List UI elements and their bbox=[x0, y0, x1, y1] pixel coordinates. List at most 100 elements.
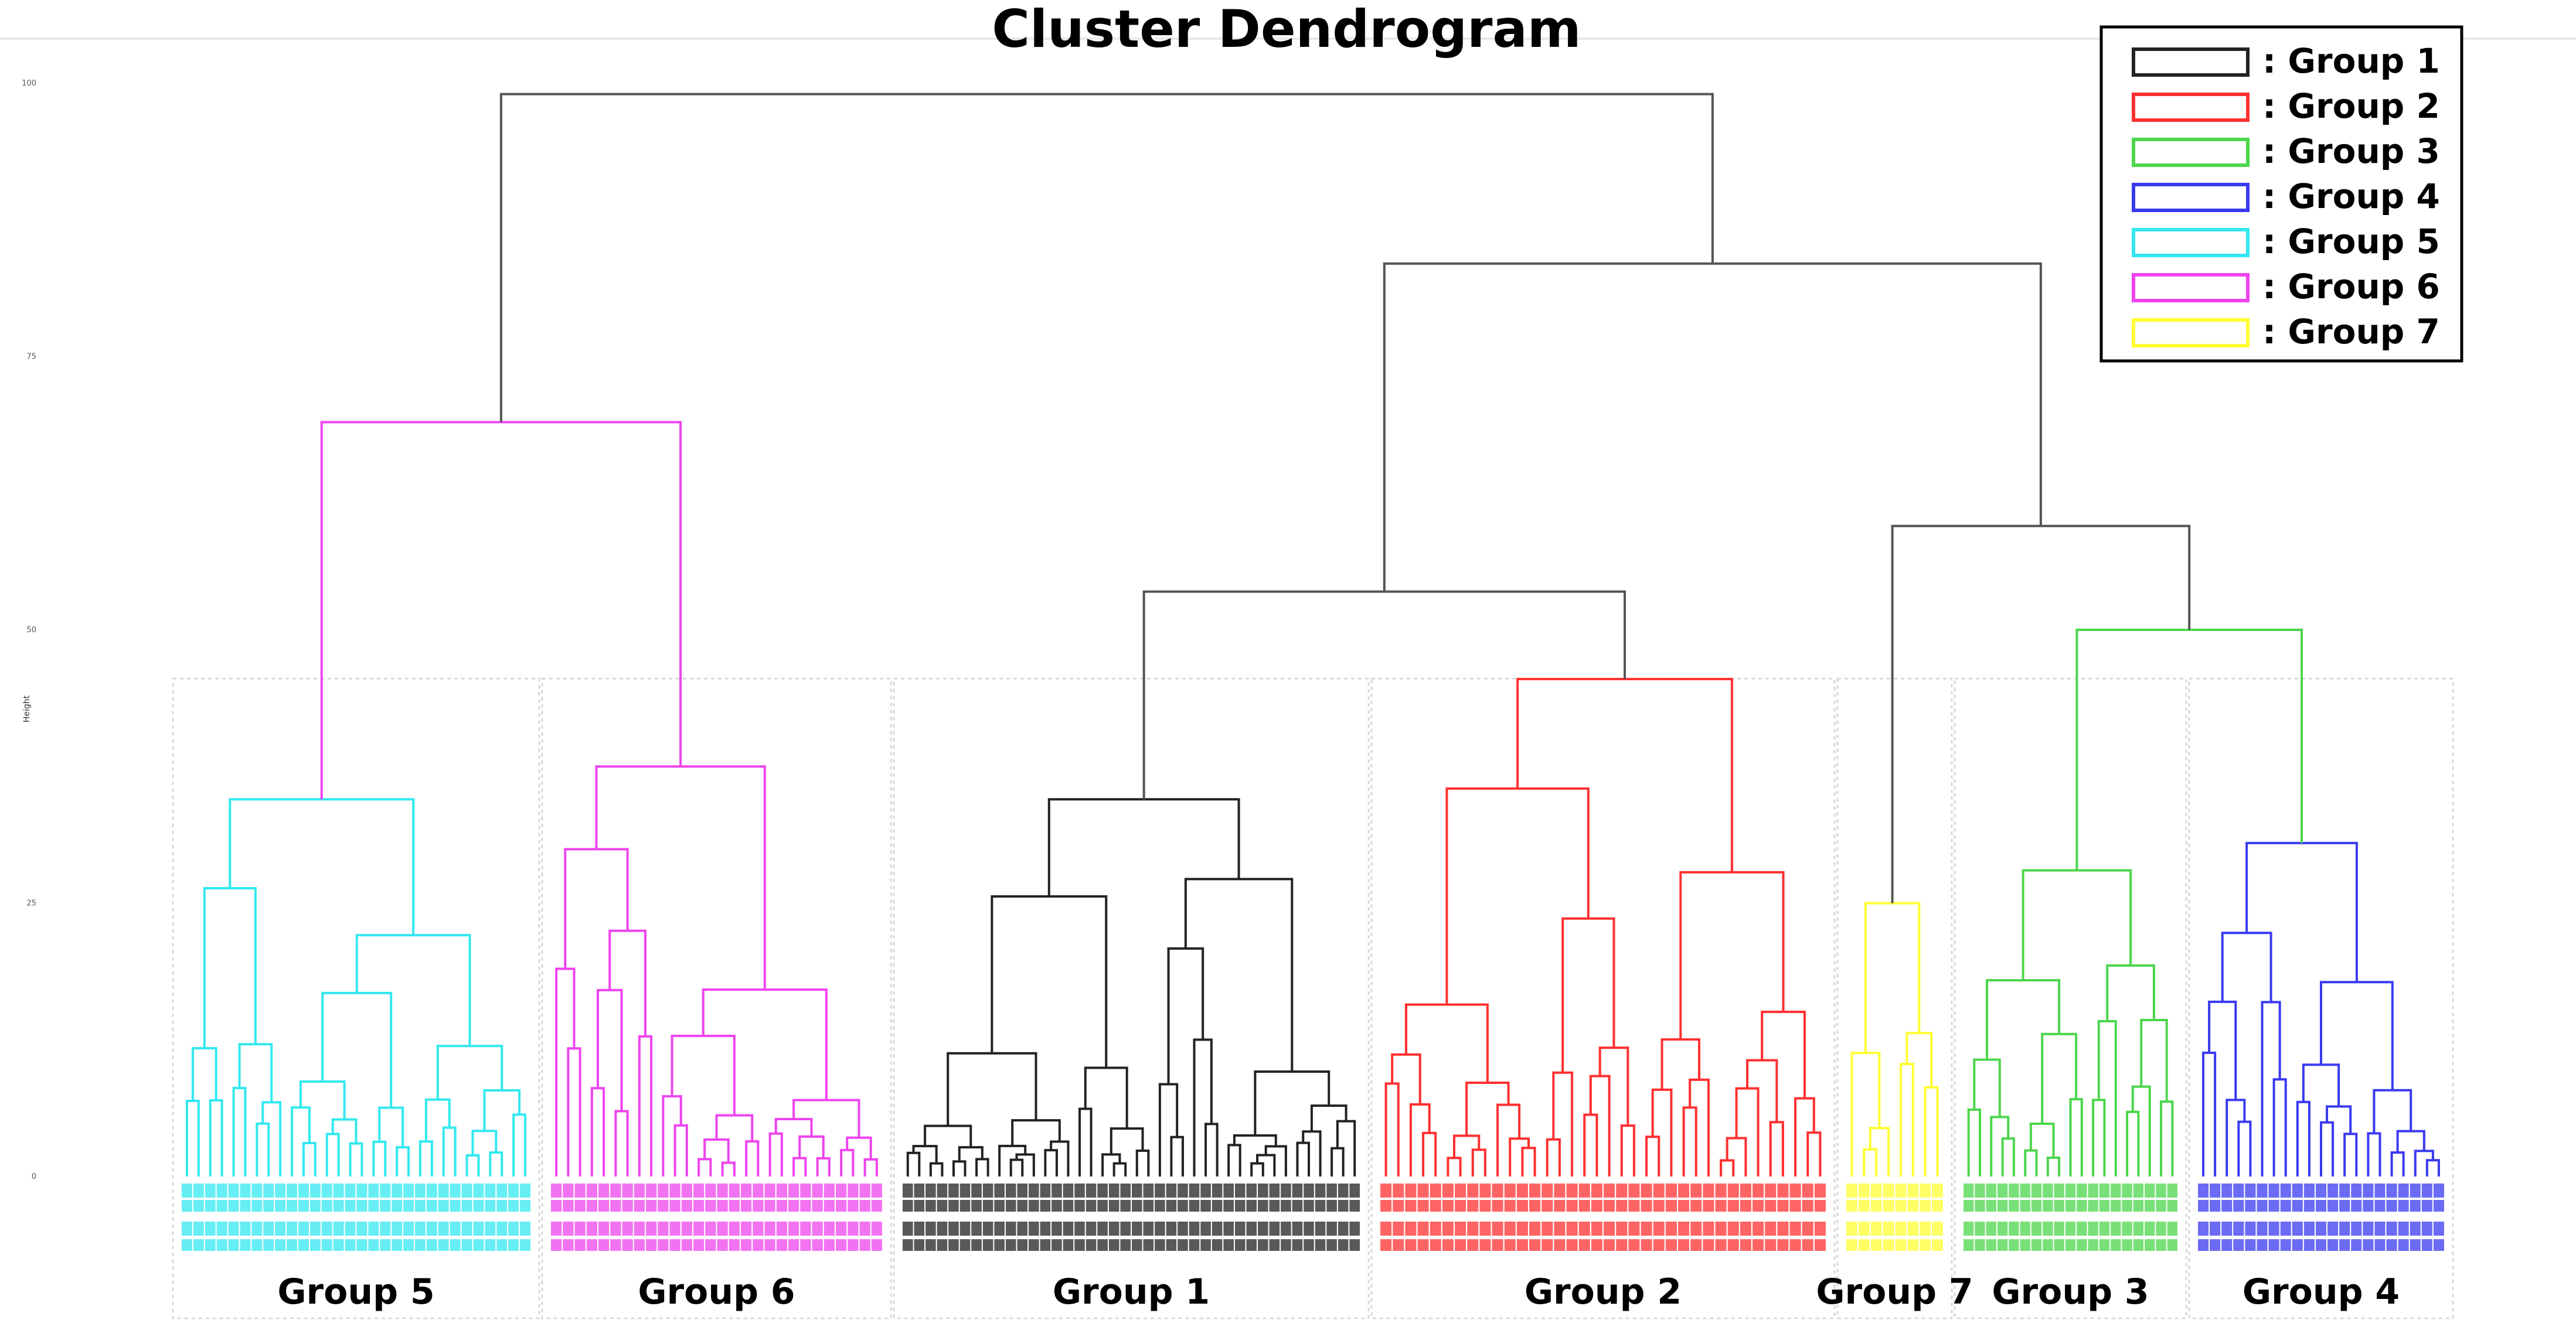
leaf-label-mark bbox=[2043, 1184, 2053, 1198]
leaf-label-mark bbox=[776, 1222, 787, 1236]
leaf-label-mark bbox=[2111, 1200, 2121, 1212]
dendrogram-link bbox=[1471, 1148, 1486, 1176]
leaf-label-mark bbox=[982, 1184, 993, 1198]
leaf-label-mark bbox=[450, 1200, 461, 1212]
leaf-label-mark bbox=[2122, 1239, 2132, 1251]
dendrogram-link bbox=[555, 967, 576, 1176]
leaf-label-mark bbox=[1189, 1239, 1200, 1251]
leaf-label-mark bbox=[1653, 1222, 1665, 1236]
leaf-label-mark bbox=[764, 1239, 775, 1251]
dendrogram-link bbox=[816, 1157, 831, 1176]
leaf-label-mark bbox=[228, 1239, 239, 1251]
leaf-label-mark bbox=[1097, 1200, 1108, 1212]
leaf-label-mark bbox=[216, 1200, 227, 1212]
leaf-label-mark bbox=[1258, 1239, 1268, 1251]
leaf-label-mark bbox=[959, 1184, 971, 1198]
leaf-label-mark bbox=[693, 1184, 705, 1198]
leaf-label-mark bbox=[1455, 1200, 1466, 1212]
leaf-label-mark bbox=[2280, 1239, 2291, 1251]
leaf-label-mark bbox=[1604, 1222, 1615, 1236]
leaf-label-mark bbox=[1430, 1239, 1441, 1251]
leaf-label-mark bbox=[321, 1222, 332, 1236]
dendrogram-link bbox=[1112, 1162, 1127, 1176]
leaf-label-mark bbox=[2198, 1184, 2209, 1198]
dendrogram-link bbox=[232, 1087, 247, 1176]
leaf-label-mark bbox=[496, 1239, 508, 1251]
leaf-label-mark bbox=[298, 1184, 309, 1198]
leaf-label-mark bbox=[275, 1222, 286, 1236]
leaf-label-mark bbox=[1789, 1200, 1801, 1212]
leaf-label-mark bbox=[392, 1200, 403, 1212]
leaf-label-mark bbox=[1802, 1222, 1813, 1236]
dendrogram-link bbox=[2414, 1150, 2434, 1176]
leaf-label-mark bbox=[859, 1239, 870, 1251]
leaf-label-mark bbox=[1986, 1239, 1996, 1251]
leaf-label-mark bbox=[1200, 1200, 1211, 1212]
dendrogram-link bbox=[512, 1113, 527, 1176]
leaf-label-mark bbox=[216, 1239, 227, 1251]
leaf-label-mark bbox=[473, 1222, 484, 1236]
leaf-label-mark bbox=[681, 1184, 692, 1198]
leaf-label-mark bbox=[1393, 1222, 1404, 1236]
leaf-label-mark bbox=[2009, 1239, 2019, 1251]
leaf-label-mark bbox=[1417, 1184, 1429, 1198]
leaf-label-mark bbox=[764, 1184, 775, 1198]
leaf-label-mark bbox=[1920, 1184, 1931, 1198]
leaf-label-mark bbox=[2065, 1222, 2076, 1236]
leaf-label-mark bbox=[309, 1222, 321, 1236]
leaf-label-mark bbox=[1591, 1200, 1602, 1212]
leaf-label-mark bbox=[2410, 1200, 2421, 1212]
dendrogram-link bbox=[1193, 1038, 1213, 1176]
dendrogram-link bbox=[1404, 1003, 1489, 1083]
leaf-label-mark bbox=[287, 1184, 298, 1198]
leaf-label-mark bbox=[1120, 1222, 1131, 1236]
leaf-label-mark bbox=[658, 1239, 669, 1251]
leaf-label-mark bbox=[2433, 1239, 2444, 1251]
leaf-label-mark bbox=[1108, 1239, 1119, 1251]
dendrogram-link bbox=[349, 1142, 363, 1176]
leaf-label-mark bbox=[1554, 1200, 1566, 1212]
leaf-label-mark bbox=[1479, 1184, 1491, 1198]
leaf-label-mark bbox=[1304, 1200, 1314, 1212]
leaf-label-mark bbox=[1212, 1200, 1223, 1212]
leaf-label-mark bbox=[2257, 1184, 2268, 1198]
leaf-label-mark bbox=[1393, 1184, 1404, 1198]
leaf-label-mark bbox=[1616, 1200, 1628, 1212]
dendrogram-merge-link bbox=[320, 421, 682, 800]
leaf-label-mark bbox=[1155, 1184, 1165, 1198]
dendrogram-link bbox=[191, 1047, 217, 1101]
leaf-label-mark bbox=[356, 1200, 367, 1212]
leaf-label-mark bbox=[2043, 1222, 2053, 1236]
leaf-label-mark bbox=[1131, 1200, 1142, 1212]
dendrogram-link bbox=[1447, 1157, 1462, 1176]
leaf-label-mark bbox=[2410, 1239, 2421, 1251]
dendrogram-link bbox=[2261, 1001, 2281, 1176]
leaf-label-mark bbox=[1029, 1200, 1039, 1212]
leaf-label-mark bbox=[823, 1239, 835, 1251]
leaf-label-mark bbox=[2315, 1184, 2327, 1198]
dendrogram-link bbox=[1905, 1032, 1933, 1087]
leaf-label-mark bbox=[1529, 1200, 1541, 1212]
leaf-label-mark bbox=[1516, 1222, 1528, 1236]
dendrogram-link bbox=[1050, 1140, 1070, 1176]
leaf-label-mark bbox=[2363, 1184, 2374, 1198]
leaf-label-mark bbox=[1678, 1239, 1690, 1251]
leaf-label-mark bbox=[1085, 1239, 1097, 1251]
leaf-label-mark bbox=[823, 1200, 835, 1212]
leaf-label-mark bbox=[848, 1200, 859, 1212]
leaf-label-mark bbox=[1292, 1222, 1303, 1236]
leaf-label-mark bbox=[2245, 1184, 2256, 1198]
leaf-label-mark bbox=[1628, 1239, 1640, 1251]
legend-swatch bbox=[2132, 93, 2250, 122]
dendrogram-link bbox=[1409, 1103, 1431, 1176]
leaf-label-mark bbox=[610, 1222, 621, 1236]
leaf-label-mark bbox=[1870, 1200, 1882, 1212]
leaf-label-mark bbox=[181, 1222, 192, 1236]
leaf-label-mark bbox=[2315, 1222, 2327, 1236]
dendrogram-link bbox=[1101, 1153, 1121, 1176]
group-frame bbox=[1836, 677, 1953, 1319]
leaf-label-mark bbox=[2210, 1222, 2221, 1236]
leaf-label-mark bbox=[753, 1200, 764, 1212]
leaf-label-mark bbox=[1753, 1200, 1764, 1212]
chart-title: Cluster Dendrogram bbox=[992, 0, 1581, 59]
